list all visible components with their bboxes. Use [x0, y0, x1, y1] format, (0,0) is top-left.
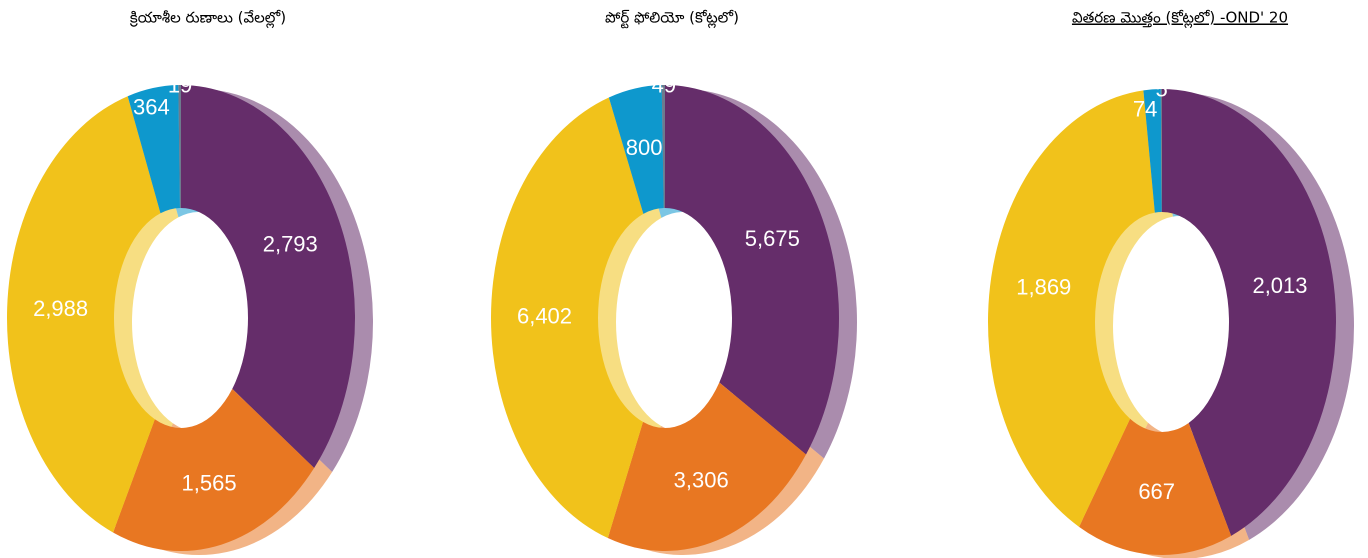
chart-title: పోర్ట్ ఫోలియో (కోట్లలో)	[605, 9, 739, 29]
slice	[1079, 418, 1232, 555]
slice	[1143, 89, 1162, 213]
slice	[988, 90, 1155, 527]
slice	[6, 96, 161, 533]
data-label: 667	[1138, 479, 1175, 504]
data-label: 49	[652, 72, 676, 97]
data-label: 2,013	[1252, 273, 1307, 298]
slice	[665, 85, 839, 455]
data-label: 5	[1155, 76, 1167, 101]
data-label: 2,793	[263, 231, 318, 256]
data-label: 3,306	[674, 467, 729, 492]
data-label: 5,675	[745, 226, 800, 251]
chart-title: వితరణ మొత్తం (కోట్లలో) -OND' 20	[1072, 9, 1288, 29]
data-label: 1,565	[182, 471, 237, 496]
slice	[113, 388, 315, 551]
slice	[178, 85, 181, 209]
slice	[608, 85, 664, 214]
data-label: 74	[1133, 97, 1157, 122]
slice	[661, 85, 665, 209]
slice	[1160, 89, 1162, 213]
data-label: 6,402	[517, 303, 572, 328]
data-label: 19	[168, 72, 192, 97]
slice	[127, 85, 180, 214]
slice	[607, 382, 807, 552]
data-label: 1,869	[1016, 275, 1071, 300]
chart-title: క్రియాశీల రుణాలు (వేలల్లో)	[130, 9, 286, 29]
data-label: 2,988	[33, 296, 88, 321]
data-label: 800	[626, 135, 663, 160]
slice	[1162, 89, 1337, 536]
data-label: 364	[133, 95, 170, 120]
slice	[490, 97, 644, 539]
slice	[181, 85, 355, 469]
